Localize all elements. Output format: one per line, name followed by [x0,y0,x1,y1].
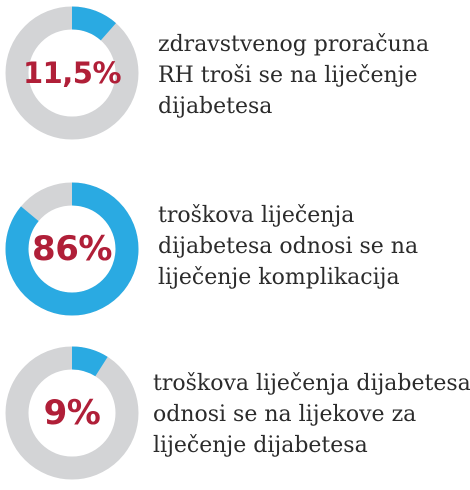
caption-line: zdravstvenog proračuna [158,32,430,57]
donut-chart: 11,5% [4,5,140,141]
stat-block-medications: 9% troškova liječenja dijabetesa odnosi … [0,339,470,489]
caption-line: liječenje komplikacija [158,265,400,290]
donut-chart: 9% [4,345,140,481]
donut-arc [5,346,139,480]
donut-svg [5,346,139,480]
caption-line: odnosi se na lijekove za [153,402,417,427]
donut-chart: 86% [4,181,140,317]
donut-svg [5,6,139,140]
caption: zdravstvenog proračuna RH troši se na li… [158,29,463,122]
stat-block-complications: 86% troškova liječenja dijabetesa odnosi… [0,174,470,324]
donut-arc [5,182,139,316]
caption-line: troškova liječenja dijabetesa [153,371,470,396]
donut-value: 9% [43,393,101,433]
donut-value: 86% [32,229,112,269]
caption-line: dijabetesa odnosi se na [158,234,419,259]
caption-line: liječenje dijabetesa [153,433,368,458]
caption: troškova liječenja dijabetesa odnosi se … [158,200,463,293]
donut-value: 11,5% [22,56,122,90]
donut-arc [5,6,139,140]
donut-svg [5,182,139,316]
caption-line: dijabetesa [158,94,273,119]
caption-line: troškova liječenja [158,203,355,228]
caption-line: RH troši se na liječenje [158,63,418,88]
caption: troškova liječenja dijabetesa odnosi se … [153,368,470,461]
stat-block-budget: 11,5% zdravstvenog proračuna RH troši se… [0,0,470,150]
